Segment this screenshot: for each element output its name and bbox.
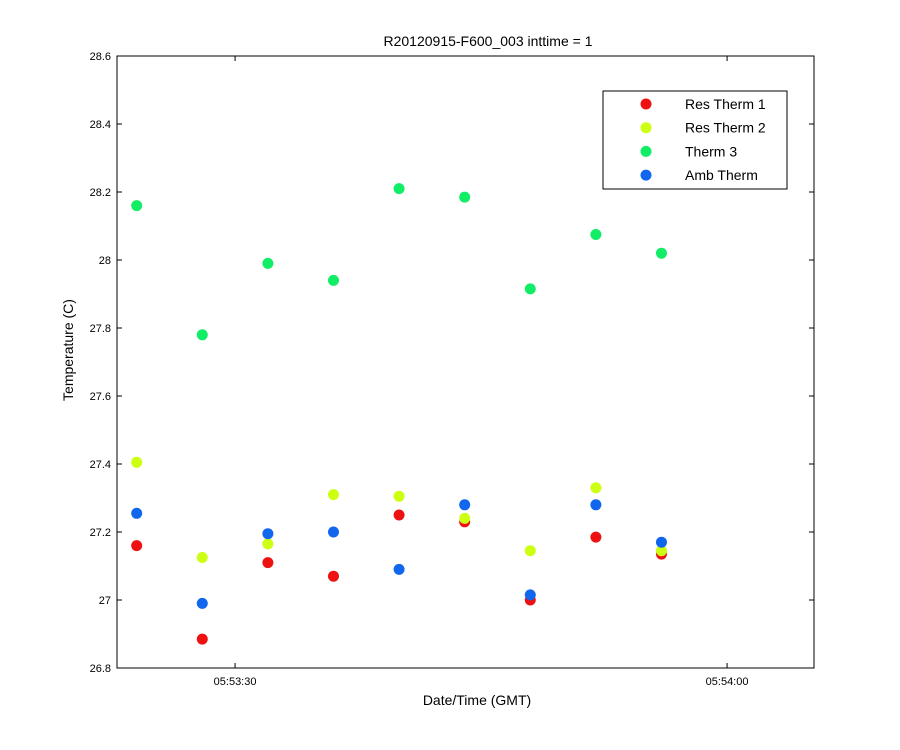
data-point: [327, 570, 339, 582]
data-point: [327, 526, 339, 538]
data-point: [393, 183, 405, 195]
data-point: [459, 191, 471, 203]
data-point: [196, 597, 208, 609]
data-point: [590, 499, 602, 511]
data-point: [655, 247, 667, 259]
data-point: [262, 257, 274, 269]
data-point: [196, 552, 208, 563]
data-point: [131, 456, 143, 468]
legend-label: Therm 3: [685, 143, 737, 159]
data-point: [131, 200, 143, 212]
y-tick-label: 28.6: [90, 51, 111, 63]
plot-frame: [116, 55, 815, 669]
legend-label: Amb Therm: [685, 167, 758, 183]
y-tick-label: 28.4: [90, 119, 111, 131]
legend-label: Res Therm 2: [685, 120, 766, 136]
legend: Res Therm 1 Res Therm 2 Therm 3 Amb Therm: [602, 90, 788, 190]
data-point: [590, 229, 602, 240]
legend-box: [602, 90, 788, 190]
legend-marker: [640, 98, 652, 110]
y-tick-label: 28: [99, 255, 111, 267]
data-point: [393, 490, 405, 502]
y-tick-label: 28.2: [90, 187, 111, 199]
data-points: [131, 183, 667, 645]
legend-marker: [640, 145, 652, 157]
legend-label: Res Therm 1: [685, 96, 766, 112]
y-axis-label: Temperature (C): [60, 299, 76, 401]
x-axis-label: Date/Time (GMT): [423, 692, 531, 708]
data-point: [196, 633, 208, 645]
data-point: [327, 274, 339, 286]
data-point: [524, 545, 536, 557]
data-point: [590, 531, 602, 543]
y-tick-label: 27: [99, 595, 111, 607]
data-point: [524, 283, 536, 295]
data-point: [590, 482, 602, 494]
x-tick-label: 05:53:30: [214, 676, 257, 688]
y-tick-label: 26.8: [90, 663, 111, 675]
legend-marker: [640, 122, 652, 134]
data-point: [393, 563, 405, 575]
y-axis: 26.8 27 27.2 27.4 27.6 27.8 28 28.2 28.4 28.6: [90, 51, 814, 675]
series-res-therm-2: [131, 456, 667, 563]
chart-title: R20120915-F600_003 inttime = 1: [384, 33, 593, 49]
y-tick-label: 27.4: [90, 459, 111, 471]
data-point: [524, 589, 536, 601]
data-point: [459, 512, 471, 524]
data-point: [459, 499, 471, 511]
data-point: [131, 507, 143, 519]
data-point: [131, 540, 143, 552]
series-res-therm-1: [131, 509, 667, 645]
data-point: [262, 538, 274, 550]
series-therm-3: [131, 183, 667, 341]
data-point: [393, 509, 405, 521]
x-tick-label: 05:54:00: [706, 676, 749, 688]
data-point: [655, 536, 667, 548]
data-point: [262, 557, 274, 569]
y-tick-label: 27.6: [90, 391, 111, 403]
y-tick-label: 27.8: [90, 323, 111, 335]
x-axis: 05:53:30 05:54:00: [214, 56, 749, 688]
data-point: [327, 489, 339, 501]
plot-area: 26.8 27 27.2 27.4 27.6 27.8 28 28.2 28.4 28.6 05:…: [90, 51, 815, 688]
data-point: [655, 545, 667, 557]
series-amb-therm: [131, 499, 667, 609]
data-point: [262, 528, 274, 540]
y-tick-label: 27.2: [90, 527, 111, 539]
data-point: [196, 329, 208, 341]
legend-marker: [640, 169, 652, 181]
